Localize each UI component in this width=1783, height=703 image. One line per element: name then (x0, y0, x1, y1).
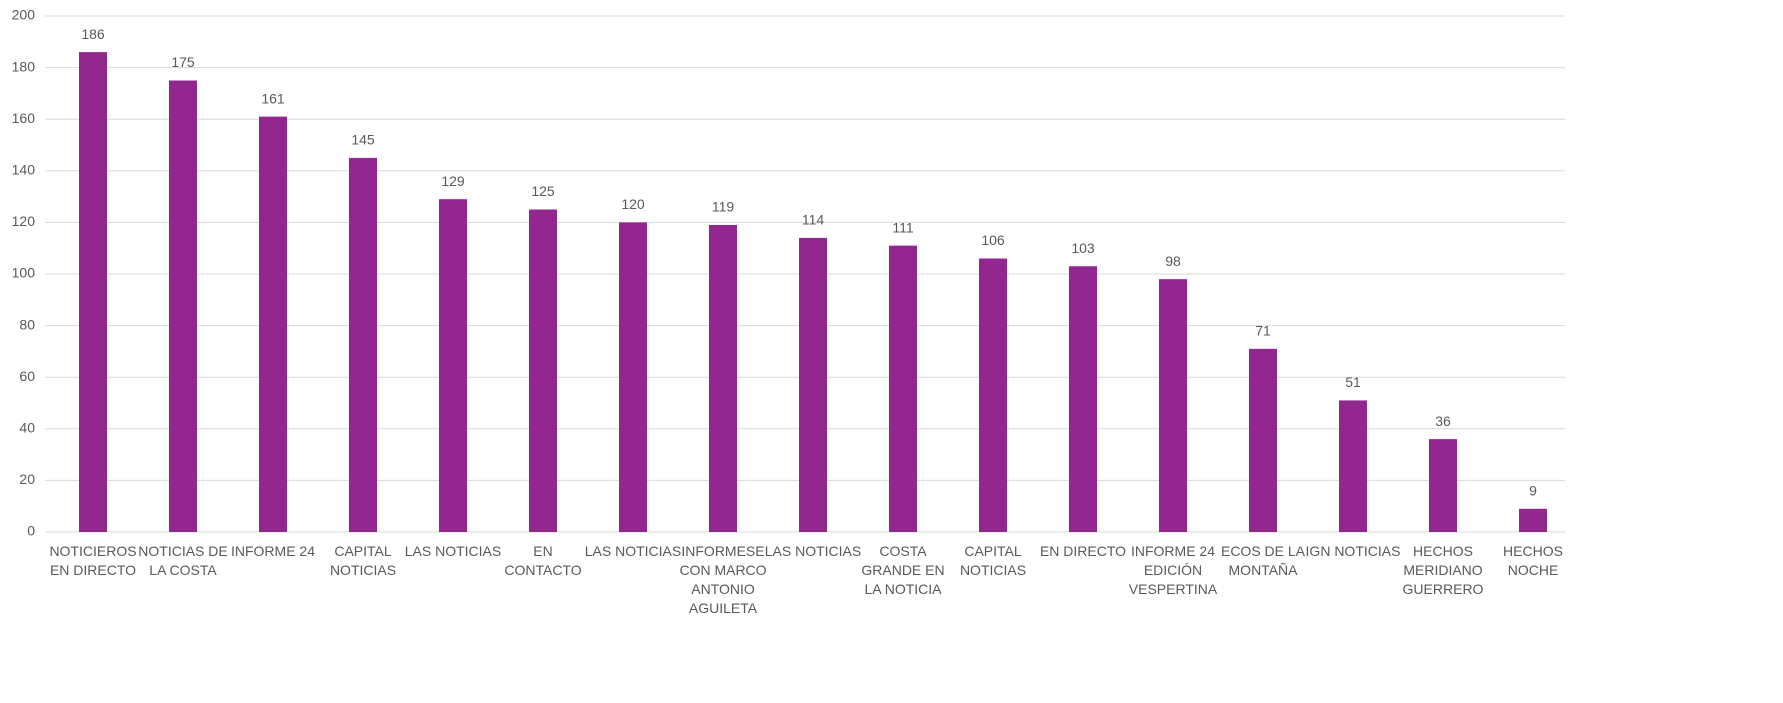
bar (529, 209, 557, 532)
bar (1069, 266, 1097, 532)
y-tick-label: 200 (12, 7, 36, 23)
value-label: 125 (531, 183, 555, 199)
value-label: 9 (1529, 482, 1537, 498)
y-tick-label: 60 (19, 368, 35, 384)
x-tick-label: NOTICIAS DE LA COSTA (138, 543, 227, 578)
bar (1249, 348, 1277, 532)
x-tick-label: INFORMESE CON MARCO ANTONIO AGUILETA (679, 543, 766, 616)
bar (889, 245, 917, 532)
y-tick-label: 20 (19, 471, 35, 487)
bar (349, 157, 377, 532)
value-label: 106 (981, 232, 1005, 248)
value-label: 175 (171, 54, 195, 70)
value-label: 145 (351, 132, 375, 148)
bar (709, 224, 737, 533)
x-tick-label: LAS NOTICIAS (405, 543, 501, 559)
y-tick-label: 40 (19, 420, 35, 436)
y-tick-label: 160 (12, 110, 36, 126)
bar (1339, 400, 1367, 532)
x-tick-label: HECHOS NOCHE (1503, 543, 1563, 578)
y-tick-label: 100 (12, 265, 36, 281)
value-label: 161 (261, 90, 285, 106)
x-tick-label: CAPITAL NOTICIAS (330, 543, 396, 578)
value-label: 129 (441, 173, 465, 189)
bar (619, 222, 647, 532)
bar (169, 80, 197, 532)
bar (1519, 508, 1547, 532)
y-tick-label: 120 (12, 213, 36, 229)
bar (259, 116, 287, 533)
value-label: 51 (1345, 374, 1361, 390)
x-tick-label: IGN NOTICIAS (1306, 543, 1401, 559)
x-tick-label: CAPITAL NOTICIAS (960, 543, 1026, 578)
x-tick-label: COSTA GRANDE EN LA NOTICIA (861, 543, 944, 597)
x-tick-label: INFORME 24 (231, 543, 315, 559)
x-tick-label: NOTICIEROS EN DIRECTO (49, 543, 136, 578)
y-tick-label: 0 (27, 523, 35, 539)
x-tick-label: ECOS DE LA MONTAÑA (1221, 543, 1306, 578)
bar (439, 199, 467, 532)
y-tick-label: 180 (12, 58, 36, 74)
value-label: 71 (1255, 323, 1271, 339)
x-tick-label: LAS NOTICIAS (585, 543, 681, 559)
x-tick-label: EN CONTACTO (504, 543, 581, 578)
x-tick-label: LAS NOTICIAS (765, 543, 861, 559)
x-tick-label: EN DIRECTO (1040, 543, 1126, 559)
bar (79, 52, 107, 533)
y-tick-label: 80 (19, 316, 35, 332)
bar (979, 258, 1007, 532)
value-label: 98 (1165, 253, 1181, 269)
value-label: 103 (1071, 240, 1095, 256)
value-label: 186 (81, 26, 105, 42)
y-tick-label: 140 (12, 162, 36, 178)
value-label: 119 (712, 199, 735, 215)
x-tick-label: INFORME 24 EDICIÓN VESPERTINA (1129, 543, 1218, 597)
bar (1429, 439, 1457, 532)
x-tick-label: HECHOS MERIDIANO GUERRERO (1403, 543, 1484, 597)
value-label: 36 (1435, 413, 1451, 429)
value-label: 114 (802, 212, 825, 228)
bar (799, 237, 827, 532)
value-label: 120 (621, 196, 645, 212)
bar (1159, 279, 1187, 532)
value-label: 111 (892, 219, 913, 235)
